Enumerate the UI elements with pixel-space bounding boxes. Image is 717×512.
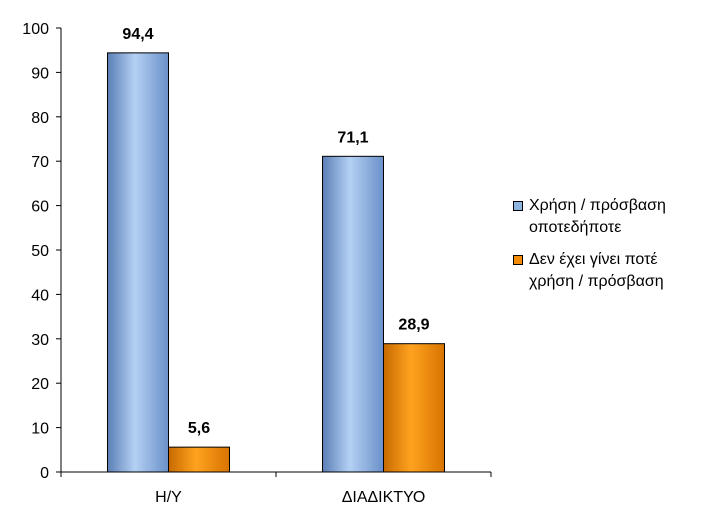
y-tick-label: 70 xyxy=(31,154,49,171)
bar-series-2-2 xyxy=(383,343,445,473)
legend-label-series-2: Δεν έχει γίνει ποτέ χρήση / πρόσβαση xyxy=(529,251,664,290)
y-tick-label: 30 xyxy=(31,332,49,349)
legend-item-series-1: Χρήση / πρόσβαση οποτεδήποτε xyxy=(511,195,717,239)
y-tick-label: 50 xyxy=(31,243,49,260)
y-tick-label: 90 xyxy=(31,65,49,82)
bar-series-2-1 xyxy=(168,446,230,473)
x-tick-label: Η/Υ xyxy=(155,489,182,506)
data-label-series-2-1: 5,6 xyxy=(188,420,210,437)
plot-area: 0 10 20 30 40 50 60 70 80 90 100 Η/Υ ΔΙΑΔΙΚΤΥΟ 94,4 71… xyxy=(22,21,492,506)
legend-item-series-2: Δεν έχει γίνει ποτέ χρήση / πρόσβαση xyxy=(511,249,717,293)
data-label-series-1-1: 94,4 xyxy=(122,26,153,43)
legend: Χρήση / πρόσβαση οποτεδήποτε Δεν έχει γί… xyxy=(511,195,717,303)
y-tick-label: 10 xyxy=(31,421,49,438)
legend-swatch-series-2 xyxy=(513,255,523,265)
bar-series-1-2 xyxy=(322,155,384,473)
y-tick-label: 0 xyxy=(40,465,49,482)
bar-series-1-1 xyxy=(107,52,169,473)
legend-label-series-1: Χρήση / πρόσβαση οποτεδήποτε xyxy=(529,197,666,236)
x-tick-label: ΔΙΑΔΙΚΤΥΟ xyxy=(342,489,426,506)
y-tick-label: 20 xyxy=(31,376,49,393)
legend-swatch-series-1 xyxy=(513,201,523,211)
y-tick-label: 80 xyxy=(31,110,49,127)
y-tick-label: 40 xyxy=(31,287,49,304)
y-tick-label: 60 xyxy=(31,199,49,216)
data-label-series-1-2: 71,1 xyxy=(337,129,368,146)
data-label-series-2-2: 28,9 xyxy=(398,317,429,334)
y-tick-label: 100 xyxy=(22,21,49,38)
